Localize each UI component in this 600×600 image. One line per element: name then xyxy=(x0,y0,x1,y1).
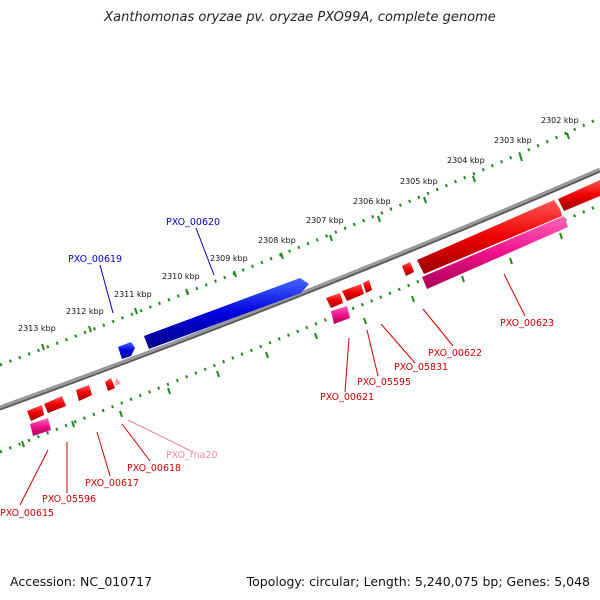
kbp-label: 2304 kbp xyxy=(447,156,485,165)
inner-major-ticks xyxy=(21,232,563,448)
gene-label-pxo-00620[interactable]: PXO_00620 xyxy=(166,217,220,228)
kbp-label: 2305 kbp xyxy=(400,177,438,186)
kbp-label: 2311 kbp xyxy=(114,290,152,299)
gene-pxo-05596[interactable] xyxy=(44,396,66,413)
gene-pxo-00622[interactable] xyxy=(402,262,414,276)
cds-pxo-00615[interactable] xyxy=(30,418,51,436)
gene-label-pxo-00621[interactable]: PXO_00621 xyxy=(320,392,374,403)
gene-label-pxo-00617[interactable]: PXO_00617 xyxy=(85,478,139,489)
outer-major-ticks xyxy=(41,132,570,351)
kbp-label: 2313 kbp xyxy=(18,324,56,333)
kbp-label: 2312 kbp xyxy=(66,307,104,316)
leader-lines xyxy=(19,227,526,506)
kbp-label: 2302 kbp xyxy=(541,116,579,125)
gene-pxo-00615[interactable] xyxy=(27,405,44,421)
gene-labels: PXO_00619 PXO_00620 PXO_00615 PXO_05596 … xyxy=(0,217,554,519)
gene-pxo-05595[interactable] xyxy=(342,284,364,301)
gene-pxo-00621[interactable] xyxy=(326,293,343,308)
gene-label-pxo-00618[interactable]: PXO_00618 xyxy=(127,463,181,474)
gene-pxo-00619[interactable] xyxy=(118,342,135,359)
gene-label-pxo-05596[interactable]: PXO_05596 xyxy=(42,494,96,505)
kbp-label: 2307 kbp xyxy=(306,216,344,225)
cds-pxo-00623[interactable] xyxy=(422,216,568,289)
map-title: Xanthomonas oryzae pv. oryzae PXO99A, co… xyxy=(104,10,496,25)
kbp-label: 2308 kbp xyxy=(258,236,296,245)
kbp-label: 2309 kbp xyxy=(210,254,248,263)
kbp-label: 2310 kbp xyxy=(162,272,200,281)
genome-backbone-shadow xyxy=(0,170,600,411)
gene-label-pxo-00623[interactable]: PXO_00623 xyxy=(500,318,554,329)
gene-pxo-00623[interactable] xyxy=(417,200,562,274)
gene-label-pxo-rna20[interactable]: PXO_rna20 xyxy=(166,450,218,461)
gene-label-pxo-00615[interactable]: PXO_00615 xyxy=(0,508,54,519)
kbp-label: 2303 kbp xyxy=(494,136,532,145)
gene-pxo-00620[interactable] xyxy=(144,278,309,349)
genome-backbone xyxy=(0,167,600,411)
gene-pxo-00618[interactable] xyxy=(105,378,115,391)
gene-pxo-next[interactable] xyxy=(558,180,600,211)
topology-text: Topology: circular; Length: 5,240,075 bp… xyxy=(246,574,590,589)
cds-pxo-00621[interactable] xyxy=(331,306,350,324)
gene-label-pxo-00622[interactable]: PXO_00622 xyxy=(428,348,482,359)
accession-text: Accession: NC_010717 xyxy=(10,574,153,589)
gene-pxo-rna20[interactable] xyxy=(115,378,121,386)
gene-pxo-05831[interactable] xyxy=(363,280,372,293)
kbp-labels: 2313 kbp 2312 kbp 2311 kbp 2310 kbp 2309… xyxy=(18,116,579,333)
gene-label-pxo-05595[interactable]: PXO_05595 xyxy=(357,377,411,388)
kbp-label: 2306 kbp xyxy=(353,197,391,206)
gene-label-pxo-05831[interactable]: PXO_05831 xyxy=(394,362,448,373)
gene-label-pxo-00619[interactable]: PXO_00619 xyxy=(68,254,122,265)
gene-pxo-00617[interactable] xyxy=(76,385,92,401)
